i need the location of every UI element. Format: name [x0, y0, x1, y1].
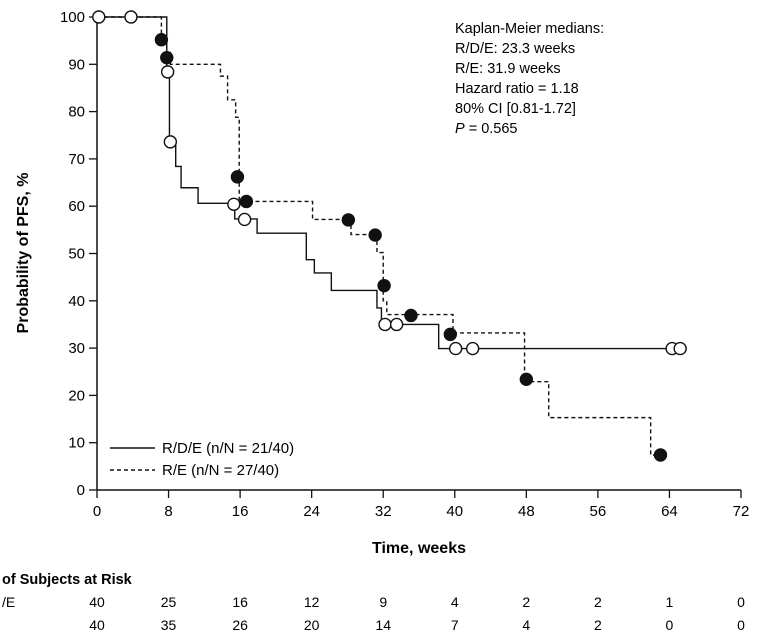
re-censor-marker: [368, 228, 382, 242]
risk-count: 35: [161, 617, 177, 633]
re-censor-marker: [519, 372, 534, 387]
re-censor-marker: [154, 33, 169, 47]
x-axis-title: Time, weeks: [372, 540, 466, 557]
risk-count: 7: [451, 617, 459, 633]
risk-count: 9: [379, 594, 387, 610]
re-censor-marker: [404, 308, 418, 323]
censor-markers: [92, 10, 687, 462]
x-tick-label: 24: [303, 503, 320, 520]
y-tick-label: 0: [77, 482, 85, 499]
risk-count: 4: [451, 594, 459, 610]
y-tick-label: 80: [68, 104, 85, 121]
x-tick-label: 16: [232, 503, 249, 520]
risk-count: 26: [232, 617, 248, 633]
re-censor-marker: [239, 194, 254, 209]
ticks: 0 10 20 30 40 50 60 70 80 90 100 0 8 16 24 32 40 48 56 64 72: [60, 9, 749, 520]
rde-censor-marker: [124, 10, 138, 24]
risk-table-title: of Subjects at Risk: [2, 572, 133, 588]
risk-count: 1: [666, 594, 674, 610]
legend-label-rde: R/D/E (n/N = 21/40): [162, 440, 294, 457]
re-censor-marker: [377, 278, 391, 293]
risk-row-label: /E: [2, 594, 15, 610]
x-tick-label: 72: [733, 503, 750, 520]
x-tick-label: 64: [661, 503, 678, 520]
risk-count: 40: [89, 594, 105, 610]
risk-count: 0: [666, 617, 674, 633]
risk-count: 12: [304, 594, 320, 610]
legend: R/D/E (n/N = 21/40) R/E (n/N = 27/40): [110, 440, 294, 479]
y-axis-title: Probability of PFS, %: [15, 173, 32, 334]
re-censor-marker: [230, 170, 245, 184]
annotation-line: Kaplan-Meier medians:: [455, 21, 604, 37]
rde-censor-marker: [227, 197, 241, 212]
y-tick-label: 70: [68, 151, 85, 168]
annotation-line: 80% CI [0.81-1.72]: [455, 101, 576, 117]
axes: [96, 17, 741, 491]
rde-censor-marker: [378, 317, 392, 332]
annotation-p-value: P = 0.565: [455, 121, 517, 137]
re-censor-marker: [341, 213, 356, 227]
risk-count: 20: [304, 617, 320, 633]
y-tick-label: 100: [60, 9, 85, 26]
x-tick-label: 0: [93, 503, 101, 520]
annotation-line: Hazard ratio = 1.18: [455, 81, 579, 97]
p-value: = 0.565: [465, 121, 518, 137]
rde-censor-marker: [237, 212, 252, 227]
p-symbol: P: [455, 121, 465, 137]
risk-count: 4: [522, 617, 530, 633]
x-tick-label: 32: [375, 503, 392, 520]
x-tick-label: 8: [164, 503, 172, 520]
re-survival-curve: [97, 16, 661, 456]
re-censor-marker: [160, 50, 174, 65]
x-tick-label: 48: [518, 503, 535, 520]
x-tick-label: 40: [446, 503, 463, 520]
risk-count: 2: [522, 594, 530, 610]
rde-censor-marker: [465, 341, 480, 356]
risk-counts: 40 25 16 12 9 4 2 2 1 040 35 26 20 14 7 4 2 0 0: [89, 594, 745, 633]
risk-count: 0: [737, 617, 745, 633]
rde-censor-marker: [163, 135, 178, 149]
y-tick-label: 40: [68, 293, 85, 310]
risk-count: 16: [232, 594, 248, 610]
legend-label-re: R/E (n/N = 27/40): [162, 462, 279, 479]
risk-count: 2: [594, 617, 602, 633]
annotation-line: R/D/E: 23.3 weeks: [455, 41, 575, 57]
risk-count: 25: [161, 594, 177, 610]
rde-censor-marker: [673, 341, 687, 356]
rde-censor-marker: [389, 317, 404, 332]
risk-count: 0: [737, 594, 745, 610]
y-tick-label: 90: [68, 56, 85, 73]
risk-count: 40: [89, 617, 105, 633]
curves: [97, 16, 683, 456]
rde-survival-curve: [97, 16, 683, 350]
x-tick-label: 56: [590, 503, 607, 520]
annotation-box: Kaplan-Meier medians: R/D/E: 23.3 weeks …: [455, 21, 604, 137]
y-tick-label: 60: [68, 198, 85, 215]
rde-censor-marker: [160, 65, 175, 79]
risk-count: 2: [594, 594, 602, 610]
risk-count: 14: [375, 617, 391, 633]
y-tick-label: 50: [68, 246, 85, 263]
rde-censor-marker: [448, 341, 463, 356]
re-censor-marker: [443, 327, 458, 342]
annotation-line: R/E: 31.9 weeks: [455, 61, 561, 77]
y-tick-label: 30: [68, 340, 85, 357]
rde-censor-marker: [92, 10, 106, 24]
y-tick-label: 20: [68, 387, 85, 404]
re-censor-marker: [653, 448, 668, 462]
y-tick-label: 10: [68, 435, 85, 452]
